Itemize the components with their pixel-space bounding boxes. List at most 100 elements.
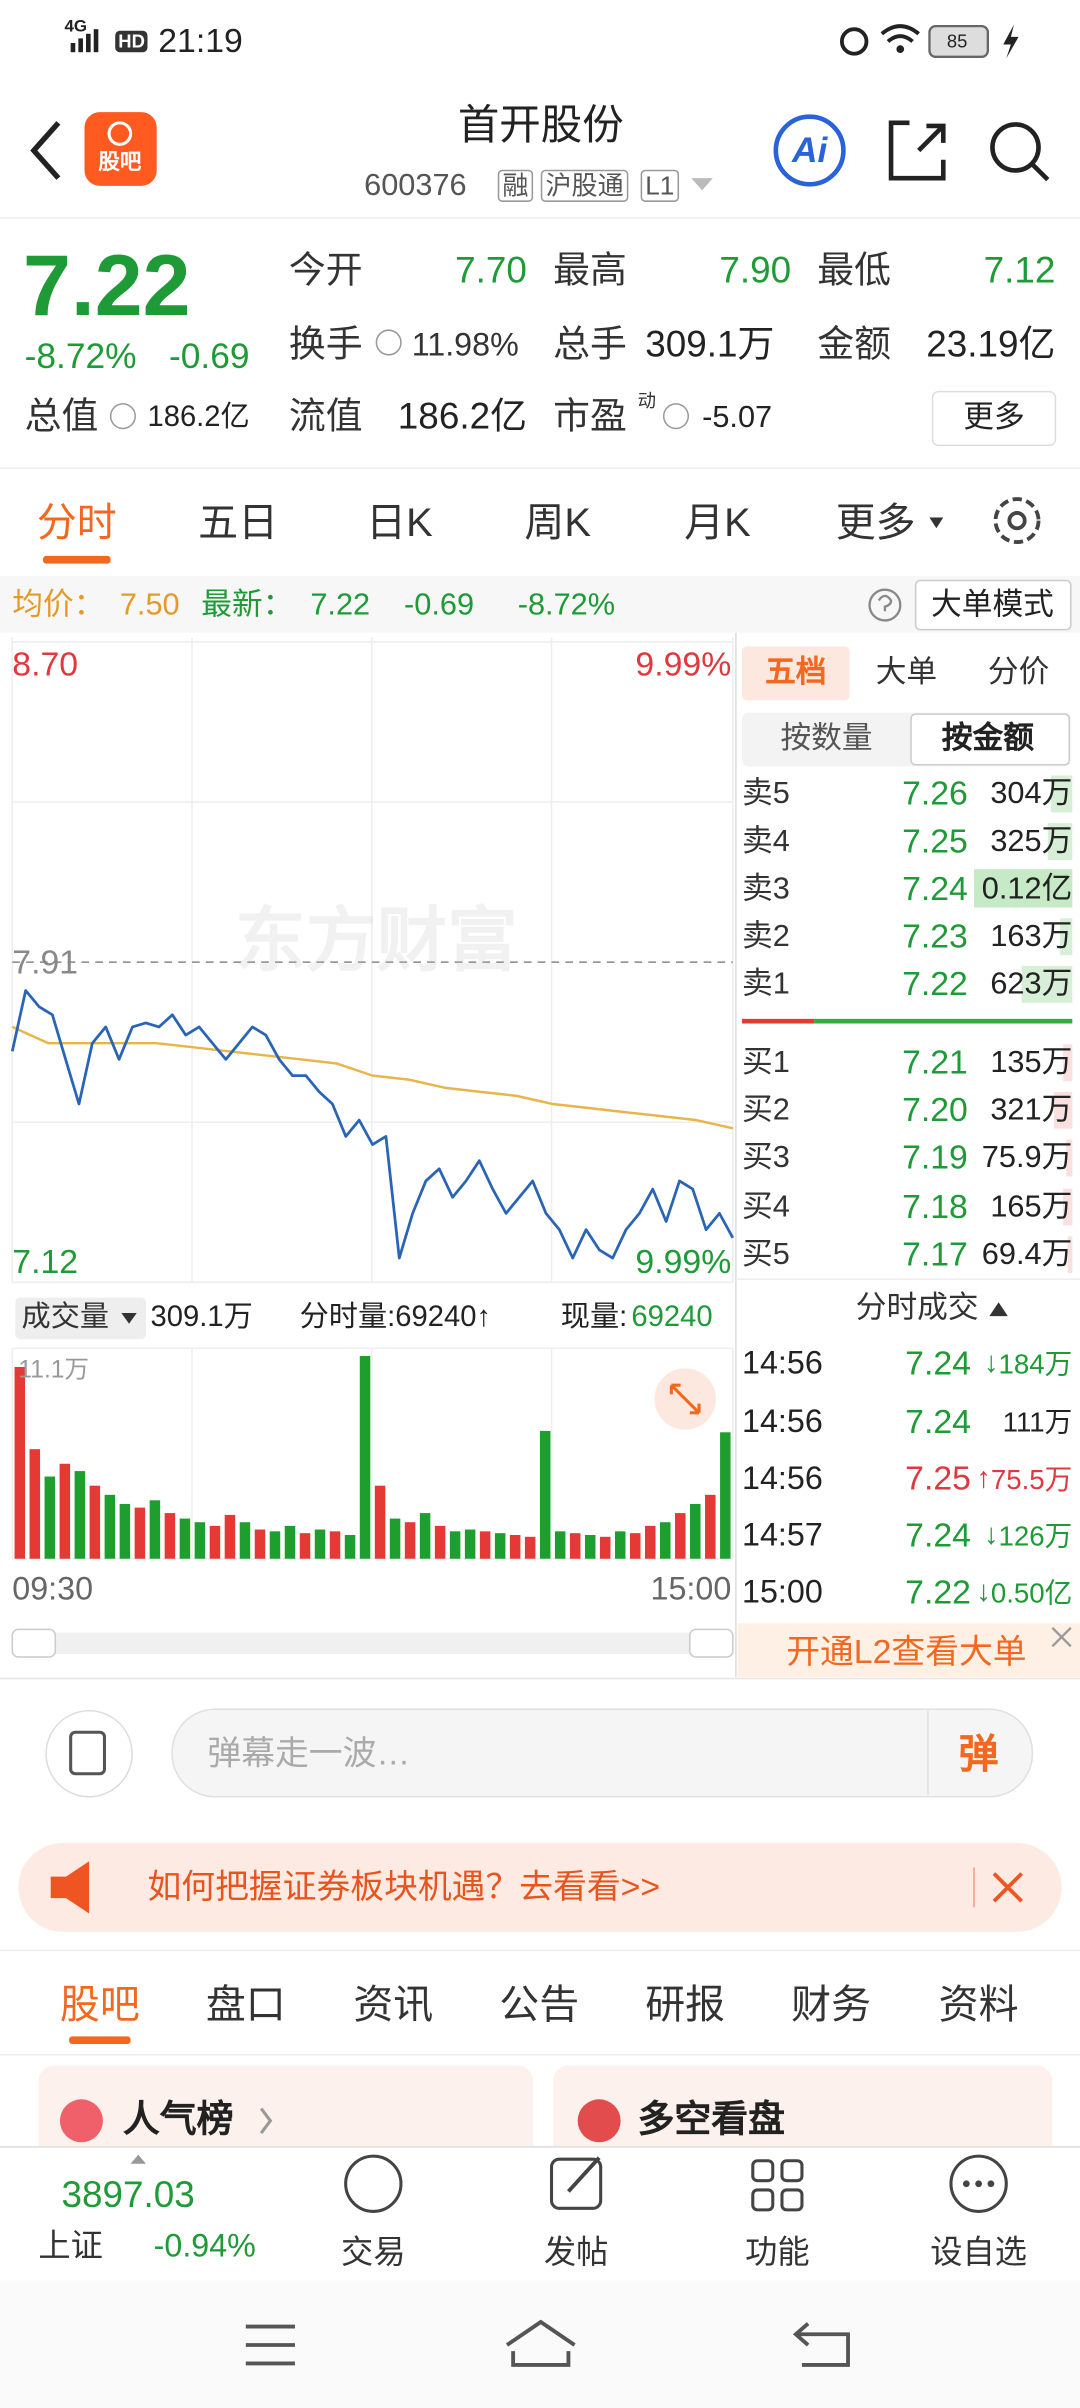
- comment-placeholder[interactable]: 弹幕走一波…: [207, 1733, 411, 1773]
- trades-toggle[interactable]: [989, 1302, 1008, 1317]
- help-glyph: [877, 594, 893, 612]
- chart-tab[interactable]: 五日: [198, 499, 279, 546]
- section-tab[interactable]: 研报: [645, 1981, 726, 2028]
- help-icon[interactable]: [868, 588, 902, 622]
- volume-bar: [89, 1485, 101, 1559]
- volume-selector-label[interactable]: 成交量: [21, 1301, 110, 1334]
- tag-dropdown[interactable]: [691, 178, 713, 191]
- volume-bar: [119, 1503, 131, 1559]
- section-tab[interactable]: 股吧: [59, 1981, 140, 2028]
- info-icon[interactable]: [662, 403, 690, 430]
- trade-price: 7.24: [905, 1343, 971, 1383]
- volume-selector[interactable]: [15, 1297, 146, 1340]
- banner-text[interactable]: 如何把握证券板块机遇？去看看>>: [147, 1867, 661, 1906]
- book-volume: 75.9万: [981, 1141, 1073, 1175]
- search-handle: [1030, 162, 1050, 182]
- network-label: 4G: [64, 17, 88, 37]
- nav-home[interactable]: [505, 2319, 576, 2367]
- section-tab[interactable]: 资料: [938, 1981, 1019, 2028]
- sort-option[interactable]: 按数量: [780, 721, 873, 756]
- trade-icon[interactable]: [344, 2154, 403, 2213]
- battery-icon: [928, 24, 989, 58]
- function-icon[interactable]: [751, 2159, 804, 2212]
- comment-tool[interactable]: [45, 1710, 133, 1798]
- trade-volume-group: ↑ 75.5万: [976, 1464, 1072, 1493]
- back-button[interactable]: [30, 121, 61, 180]
- stock-tag: 融: [497, 169, 534, 202]
- field-value: 7.90: [719, 250, 792, 292]
- section-tab[interactable]: 资讯: [353, 1981, 434, 2028]
- size-bar: [1047, 823, 1073, 860]
- scrollbar[interactable]: [12, 1632, 733, 1654]
- info-icon[interactable]: [375, 329, 402, 356]
- section-tab[interactable]: 盘口: [205, 1981, 286, 2028]
- banner[interactable]: [18, 1842, 1062, 1932]
- signal-bar: [86, 33, 91, 53]
- y-bottom-label: 7.12: [12, 1242, 79, 1281]
- promo-close[interactable]: [1051, 1627, 1072, 1648]
- app-logo[interactable]: [84, 112, 157, 186]
- volume-max-label: 11.1万: [18, 1357, 90, 1384]
- panel-tab[interactable]: 五档: [765, 655, 827, 690]
- chart-tab[interactable]: 更多: [835, 499, 916, 546]
- settings-core: [1007, 511, 1027, 531]
- promo-text[interactable]: 开通L2查看大单: [786, 1632, 1027, 1671]
- banner-close[interactable]: [992, 1872, 1023, 1903]
- sort-option[interactable]: 按金额: [941, 721, 1034, 756]
- action-label[interactable]: 功能: [745, 2235, 810, 2271]
- trade-time: 14:56: [742, 1404, 823, 1440]
- book-level: 买2: [742, 1093, 790, 1128]
- section-tab[interactable]: 公告: [499, 1981, 580, 2028]
- mode-button[interactable]: [914, 579, 1072, 631]
- action-label[interactable]: 交易: [341, 2235, 406, 2271]
- total-volume: 309.1万: [150, 1301, 253, 1334]
- chart-tab[interactable]: 分时: [36, 499, 117, 546]
- section-tab[interactable]: 财务: [791, 1981, 872, 2028]
- settings-button[interactable]: [993, 497, 1041, 545]
- search-button[interactable]: [990, 122, 1041, 173]
- trade-price: 7.22: [905, 1572, 971, 1611]
- promo-bar[interactable]: [737, 1623, 1080, 1677]
- post-icon[interactable]: [549, 2157, 603, 2210]
- trades-title[interactable]: 分时成交: [855, 1291, 979, 1326]
- volume-bar: [194, 1522, 206, 1559]
- chart-tab[interactable]: 月K: [684, 499, 751, 546]
- clock: 21:19: [158, 21, 243, 60]
- card-icon: [59, 2099, 103, 2143]
- share-button[interactable]: [888, 120, 946, 181]
- comment-input[interactable]: [171, 1708, 1034, 1798]
- tab-dropdown[interactable]: [929, 517, 944, 529]
- nav-back[interactable]: [792, 2322, 850, 2367]
- action-label[interactable]: 设自选: [930, 2235, 1028, 2271]
- sort-selected[interactable]: [910, 713, 1071, 766]
- chart-tab[interactable]: 周K: [524, 499, 591, 546]
- more-button[interactable]: [931, 390, 1057, 447]
- size-bar: [1066, 1139, 1073, 1177]
- ai-button[interactable]: Ai: [791, 129, 828, 170]
- card-title[interactable]: 人气榜: [122, 2099, 234, 2141]
- trade-direction: ↓: [976, 1576, 991, 1609]
- field-label: 流值: [288, 396, 363, 438]
- mode-button[interactable]: 大单模式: [930, 588, 1054, 622]
- scroll-handle[interactable]: [689, 1628, 734, 1658]
- panel-tab[interactable]: 大单: [875, 655, 938, 690]
- scroll-handle[interactable]: [11, 1628, 57, 1658]
- danmaku-button[interactable]: 弹: [958, 1730, 999, 1777]
- watchlist-icon[interactable]: [949, 2154, 1008, 2213]
- more-button[interactable]: 更多: [963, 400, 1025, 435]
- nav-menu[interactable]: [245, 2324, 295, 2366]
- index-value[interactable]: 3897.03: [61, 2174, 195, 2217]
- panel-tab[interactable]: 分价: [987, 655, 1050, 690]
- action-label[interactable]: 发帖: [543, 2235, 609, 2271]
- volume-bar: [44, 1476, 56, 1559]
- chart-tab[interactable]: 日K: [366, 499, 433, 546]
- index-toggle[interactable]: [130, 2154, 146, 2164]
- info-icon[interactable]: [109, 403, 136, 430]
- card-title[interactable]: 多空看盘: [637, 2099, 786, 2141]
- logo-text: 股吧: [98, 148, 142, 174]
- ai-button-ring[interactable]: [773, 114, 846, 187]
- volume-bar: [269, 1531, 281, 1559]
